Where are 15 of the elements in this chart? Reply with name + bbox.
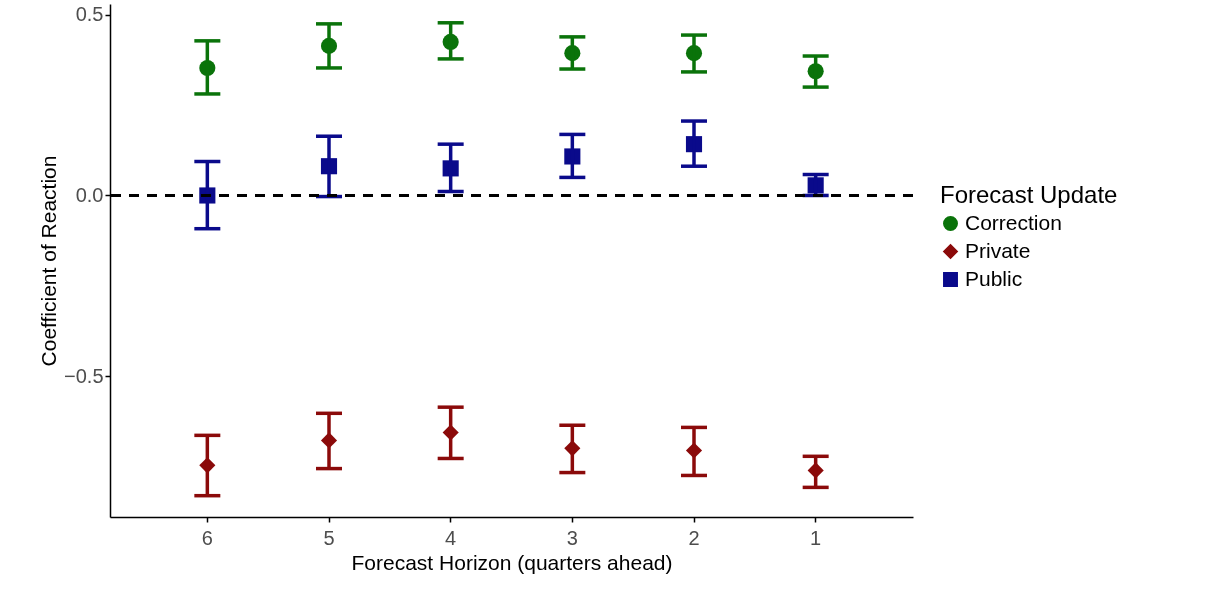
x-axis-title: Forecast Horizon (quarters ahead) bbox=[351, 550, 673, 574]
x-tick-label: 5 bbox=[323, 526, 335, 549]
y-axis-title: Coefficient of Reaction bbox=[37, 155, 61, 367]
x-tick-label: 4 bbox=[445, 526, 457, 549]
legend-label: Public bbox=[965, 266, 1023, 290]
y-tick-label: −0.5 bbox=[64, 364, 104, 387]
legend-label: Private bbox=[965, 238, 1031, 262]
x-tick-label: 1 bbox=[810, 526, 822, 549]
legend-label: Correction bbox=[965, 210, 1062, 234]
y-tick-label: 0.0 bbox=[75, 183, 104, 206]
x-tick-label: 6 bbox=[201, 526, 213, 549]
y-tick-label: 0.5 bbox=[75, 3, 104, 26]
x-tick-label: 3 bbox=[566, 526, 578, 549]
legend-title: Forecast Update bbox=[940, 181, 1118, 208]
x-tick-label: 2 bbox=[688, 526, 700, 549]
